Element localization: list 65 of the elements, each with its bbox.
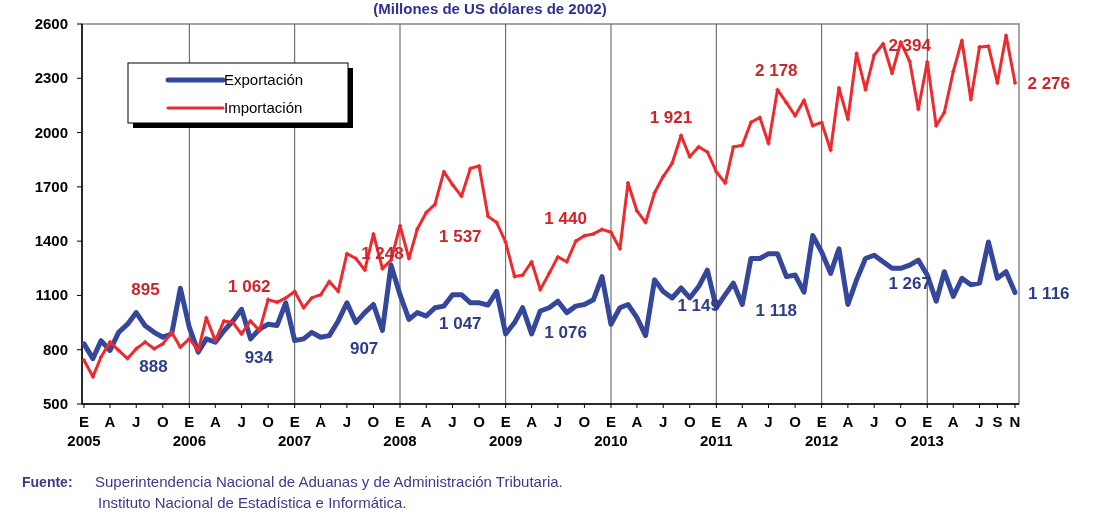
data-label: 2 276 [1027,73,1071,93]
x-tick-label: A [842,413,854,430]
x-tick-label: E 2012 [804,413,839,449]
x-tick-label: E 2011 [700,413,733,449]
data-label: 1 921 [649,107,693,127]
x-tick-label: O [367,413,380,430]
data-label: 907 [349,339,379,359]
text: Superintendencia Nacional de Aduanas y de Administración Tributaria. [95,473,563,490]
x-tick-label: O [473,413,486,430]
y-tick-label: 1700 [34,177,68,195]
data-label: 1 076 [544,322,587,342]
x-tick-label: J [764,413,773,430]
x-tick-label: A [104,413,116,430]
data-label: 1 062 [228,277,271,297]
x-tick-label: N [1009,413,1021,430]
x-tick-label: A [631,413,643,430]
x-tick-label: J [342,413,352,430]
x-tick-label: J [132,413,141,430]
x-tick-label: J [237,413,246,430]
x-tick-label: O [156,413,169,430]
x-tick-label: E 2005 [67,413,101,449]
x-tick-label: A [209,413,221,430]
data-label: 2 178 [755,61,798,81]
legend-label: Importación [224,99,303,116]
x-tick-label: A [947,413,959,430]
y-tick-label: 800 [42,340,68,358]
y-tick-label: 1100 [35,286,68,304]
x-tick-label: A [526,413,538,430]
data-label: 1 116 [1027,283,1070,303]
data-label: 1 440 [544,208,587,228]
y-tick-label: 500 [42,395,68,412]
x-tick-label: E 2008 [383,413,417,449]
data-label: 895 [131,279,160,299]
data-label: 1 537 [439,227,482,247]
x-tick-label: O [894,413,907,430]
x-tick-label: J [659,413,668,430]
x-tick-label: E 2013 [910,413,944,449]
text: Instituto Nacional de Estadística e Informática. [98,494,407,511]
y-tick-label: 2600 [34,15,68,32]
x-tick-label: J [975,413,984,430]
x-tick-label: E 2010 [594,413,628,449]
data-label: 934 [244,348,274,368]
x-tick-label: J [448,413,457,430]
x-tick-label: E 2007 [277,413,312,449]
x-tick-label: O [789,413,802,430]
y-tick-label: 2000 [34,123,68,141]
x-tick-label: A [420,413,432,430]
data-label: 1 047 [439,314,482,334]
x-tick-label: O [578,413,591,430]
chart-title: (Millones de US dólares de 2002) [373,0,607,17]
source-note: Fuente: [22,474,73,490]
data-label: 888 [139,356,168,376]
x-tick-label: O [683,413,696,430]
x-tick-label: J [553,413,563,430]
y-tick-label: 2300 [34,69,68,87]
x-tick-label: S [992,413,1003,430]
data-label: 1 118 [755,301,798,321]
x-tick-label: E 2006 [172,413,207,449]
x-tick-label: A [736,413,748,430]
x-tick-label: A [315,413,327,430]
x-tick-label: J [869,413,879,430]
x-tick-label: E 2009 [488,413,523,449]
legend-label: Exportación [224,71,304,88]
y-tick-label: 1400 [34,232,68,250]
x-tick-label: O [262,413,275,430]
